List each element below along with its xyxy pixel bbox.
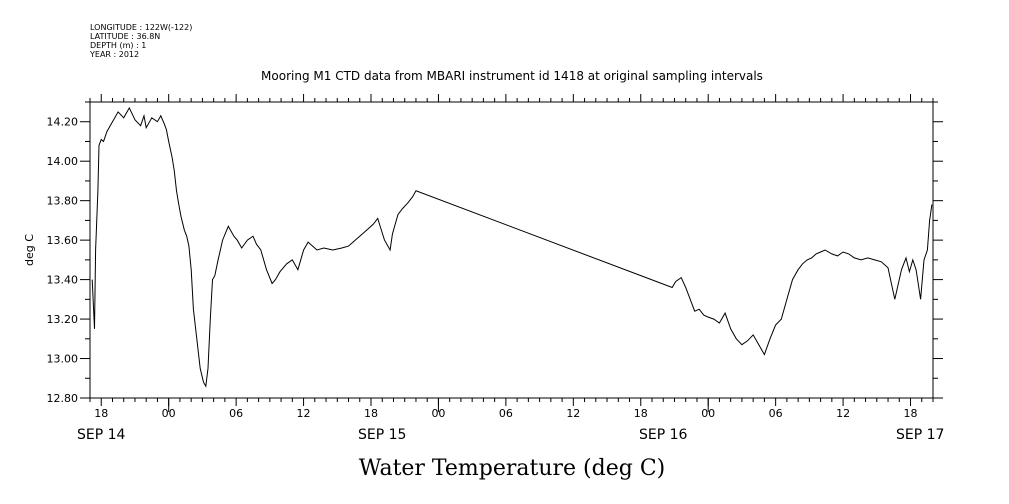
metadata-block: LONGITUDE : 122W(-122) LATITUDE : 36.8N … (89, 23, 192, 59)
x-tick-label: 06 (499, 407, 513, 420)
x-tick-label: 18 (94, 407, 108, 420)
y-tick-label: 13.20 (47, 313, 79, 326)
y-tick-label: 14.20 (47, 116, 79, 129)
y-tick-label: 13.00 (47, 353, 79, 366)
x-tick-label: 00 (162, 407, 176, 420)
x-tick-label: 12 (836, 407, 850, 420)
meta-longitude: LONGITUDE : 122W(-122) (90, 23, 192, 32)
meta-year: YEAR : 2012 (89, 50, 139, 59)
date-labels: SEP 14 SEP 15 SEP 16 SEP 17 (77, 427, 944, 443)
date-label: SEP 15 (358, 427, 406, 443)
x-tick-label: 12 (566, 407, 580, 420)
x-tick-label: 06 (229, 407, 243, 420)
date-label: SEP 14 (77, 427, 126, 443)
temperature-series-line (91, 106, 933, 388)
x-axis: 18 00 06 12 18 00 06 12 18 00 06 12 18 (89, 94, 934, 420)
date-label: SEP 17 (896, 427, 944, 443)
plot-frame (89, 101, 934, 399)
y-tick-label: 13.60 (47, 234, 79, 247)
x-tick-label: 06 (769, 407, 783, 420)
x-tick-label: 18 (364, 407, 378, 420)
x-axis-title: Water Temperature (deg C) (359, 456, 666, 481)
chart-title: Mooring M1 CTD data from MBARI instrumen… (261, 69, 763, 83)
x-tick-label: 00 (431, 407, 445, 420)
meta-depth: DEPTH (m) : 1 (90, 41, 146, 50)
x-tick-label: 18 (904, 407, 918, 420)
date-label: SEP 16 (639, 427, 688, 443)
y-tick-label: 13.80 (47, 195, 79, 208)
y-axis: 12.80 13.00 13.20 13.40 13.60 13.80 14.00 14.20 (47, 101, 943, 405)
meta-latitude: LATITUDE : 36.8N (90, 32, 160, 41)
x-tick-label: 12 (297, 407, 311, 420)
y-tick-label: 12.80 (47, 392, 79, 405)
y-tick-label: 13.40 (47, 274, 79, 287)
y-tick-label: 14.00 (47, 155, 79, 168)
y-axis-label: deg C (23, 234, 36, 266)
x-tick-label: 00 (701, 407, 715, 420)
x-tick-label: 18 (634, 407, 648, 420)
